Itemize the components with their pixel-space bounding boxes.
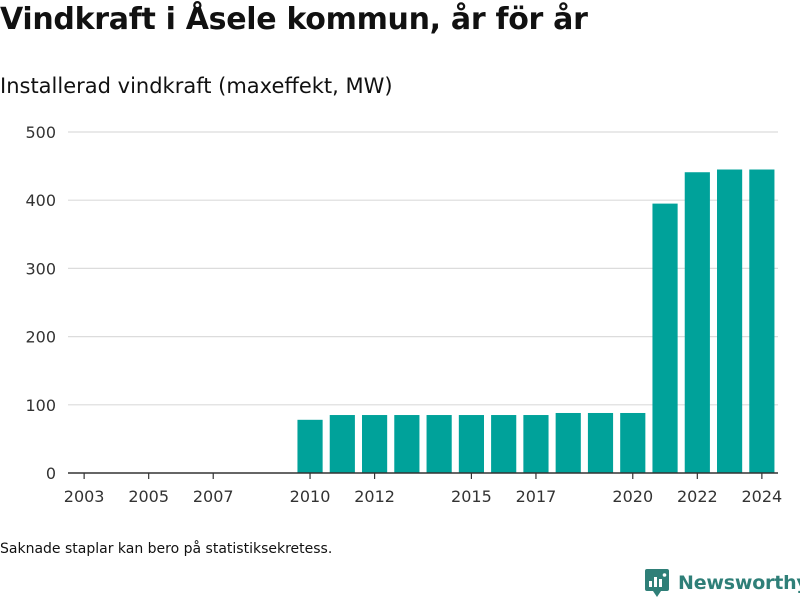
y-tick-label: 100 [25,396,56,415]
y-tick-label: 500 [25,123,56,142]
bar-2016 [491,415,517,473]
x-tick-label: 2020 [612,487,653,506]
bar-2024 [749,169,775,473]
x-tick-label: 2022 [677,487,718,506]
bar-2012 [362,415,388,473]
bar-2023 [717,169,743,473]
y-tick-label: 200 [25,328,56,347]
x-tick-label: 2010 [290,487,331,506]
y-tick-label: 300 [25,259,56,278]
bar-2019 [587,412,614,473]
x-tick-label: 2007 [193,487,234,506]
bar-2018 [555,412,581,473]
bar-2013 [394,415,420,473]
x-tick-label: 2005 [128,487,169,506]
y-tick-label: 400 [25,191,56,210]
brand-name: Newsworthy [678,572,800,594]
footnote: Saknade staplar kan bero på statistiksek… [0,541,333,557]
x-tick-label: 2012 [354,487,395,506]
x-tick-label: 2024 [742,487,783,506]
bar-2015 [458,415,484,473]
bar-2014 [426,415,452,473]
chart-subtitle: Installerad vindkraft (maxeffekt, MW) [0,74,393,98]
brand-logo: Newsworthy [644,568,800,598]
x-tick-label: 2015 [451,487,492,506]
x-tick-label: 2003 [64,487,105,506]
bar-2022 [684,172,710,473]
bar-2020 [620,412,646,473]
chart-title: Vindkraft i Åsele kommun, år för år [0,2,588,37]
bar-2011 [329,415,355,473]
bar-2017 [523,415,549,473]
bar-2010 [297,419,323,473]
bar-chart: 0 100 200 300 400 500 2003 2005 2007 2010 2012 2015… [25,123,783,506]
y-tick-label: 0 [46,464,56,483]
bar-2021 [652,203,678,474]
x-tick-label: 2017 [516,487,557,506]
newsworthy-logo-icon [645,569,669,597]
